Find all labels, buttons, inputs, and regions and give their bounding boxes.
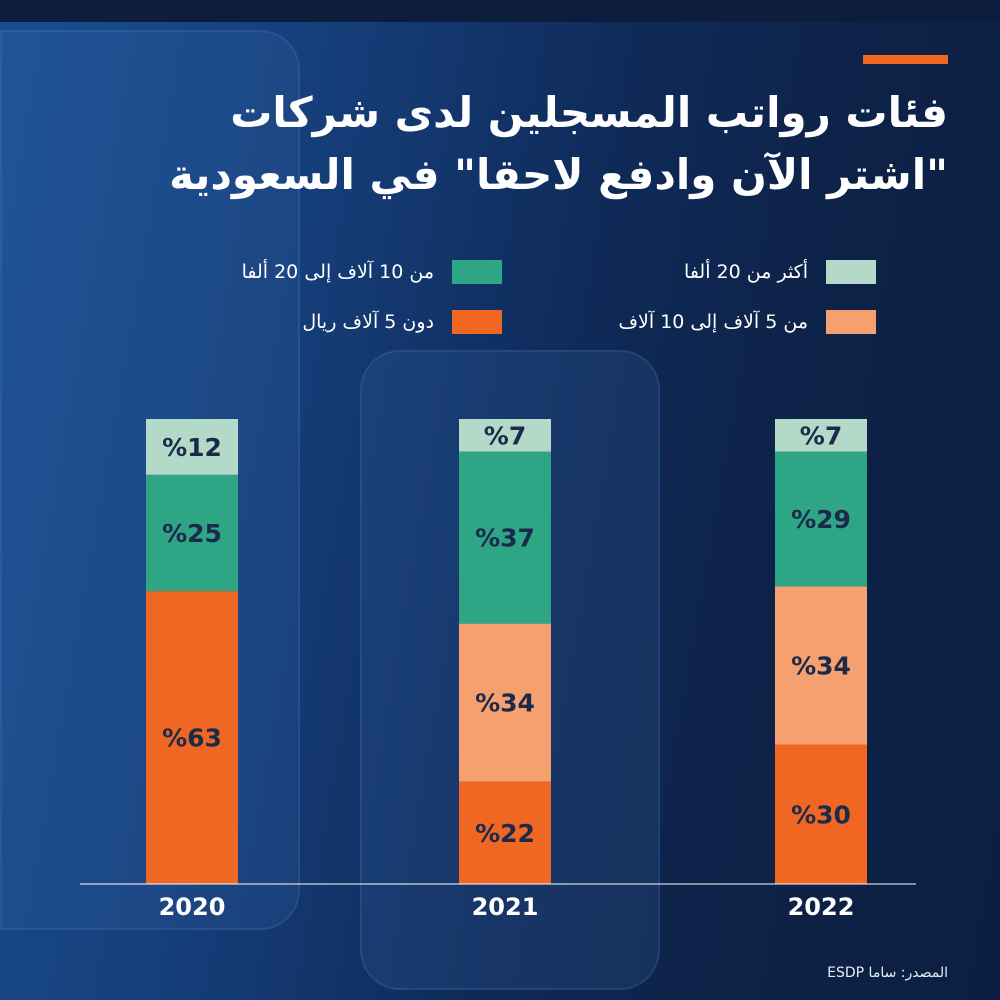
bar-segment (459, 623, 551, 782)
chart-title: فئات رواتب المسجلين لدى شركات "اشتر الآن… (148, 82, 948, 206)
legend-swatch (452, 310, 502, 334)
data-label: %63 (162, 724, 222, 753)
bar-segment (459, 419, 551, 452)
legend-label: من 10 آلاف إلى 20 ألفا (241, 261, 434, 283)
data-label: %29 (791, 505, 851, 534)
legend-item-5k-10k: من 5 آلاف إلى 10 آلاف (618, 310, 876, 334)
legend-label: دون 5 آلاف ريال (302, 311, 434, 333)
bar-segment (775, 744, 867, 884)
bar-segment (775, 419, 867, 452)
source-note: المصدر: ساما ESDP (827, 965, 948, 981)
legend-label: من 5 آلاف إلى 10 آلاف (618, 311, 808, 333)
data-label: %7 (800, 421, 842, 450)
bar-segment (146, 419, 238, 475)
bar-segment (146, 591, 238, 884)
accent-bar (863, 55, 948, 64)
data-label: %34 (791, 651, 851, 680)
bar-segment (459, 451, 551, 624)
title-line-2: "اشتر الآن وادفع لاحقا" في السعودية (169, 150, 948, 199)
data-label: %12 (162, 433, 222, 462)
title-line-1: فئات رواتب المسجلين لدى شركات (230, 88, 948, 137)
legend-swatch (452, 260, 502, 284)
x-tick-label: 2020 (159, 893, 226, 921)
data-label: %37 (475, 524, 535, 553)
data-label: %34 (475, 689, 535, 718)
x-tick-label: 2021 (472, 893, 539, 921)
bar-segment (775, 586, 867, 745)
data-label: %22 (475, 819, 535, 848)
data-label: %25 (162, 519, 222, 548)
legend-item-10k-20k: من 10 آلاف إلى 20 ألفا (242, 260, 502, 284)
x-tick-label: 2022 (788, 893, 855, 921)
legend-swatch (826, 310, 876, 334)
data-label: %30 (791, 800, 851, 829)
bar-segment (146, 474, 238, 592)
legend-label: أكثر من 20 ألفا (684, 261, 808, 283)
bar-segment (775, 451, 867, 587)
bar-segment (459, 781, 551, 884)
legend-item-above-20k: أكثر من 20 ألفا (684, 260, 876, 284)
data-label: %7 (484, 421, 526, 450)
legend-item-below-5k: دون 5 آلاف ريال (302, 310, 502, 334)
legend-swatch (826, 260, 876, 284)
top-band (0, 0, 1000, 22)
